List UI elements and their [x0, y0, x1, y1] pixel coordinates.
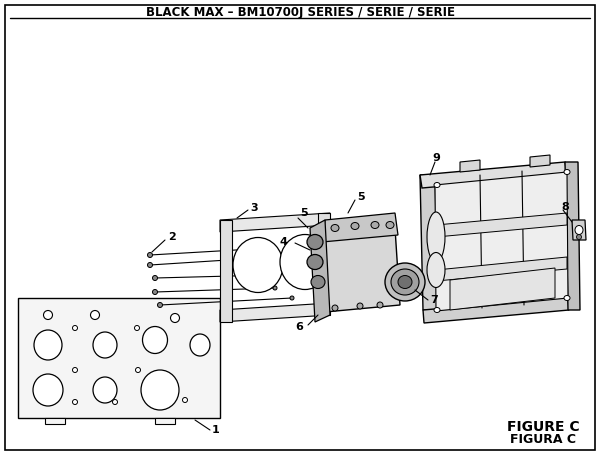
Ellipse shape [371, 222, 379, 228]
Ellipse shape [34, 330, 62, 360]
Ellipse shape [427, 212, 445, 262]
Ellipse shape [182, 398, 187, 403]
Text: FIGURE C: FIGURE C [506, 420, 580, 434]
Ellipse shape [73, 368, 77, 373]
Polygon shape [318, 213, 330, 315]
Ellipse shape [331, 224, 339, 232]
Ellipse shape [564, 295, 570, 300]
Polygon shape [572, 220, 586, 240]
Ellipse shape [434, 182, 440, 187]
Polygon shape [460, 160, 480, 172]
Ellipse shape [290, 296, 294, 300]
Polygon shape [320, 228, 400, 312]
Ellipse shape [152, 289, 157, 294]
Ellipse shape [136, 368, 140, 373]
Polygon shape [530, 155, 550, 167]
Polygon shape [436, 257, 567, 281]
Ellipse shape [385, 263, 425, 301]
Ellipse shape [152, 275, 157, 280]
Ellipse shape [564, 170, 570, 175]
Ellipse shape [170, 313, 179, 323]
Text: 3: 3 [250, 203, 257, 213]
Polygon shape [220, 303, 330, 322]
Ellipse shape [148, 263, 152, 268]
Polygon shape [420, 162, 567, 188]
Polygon shape [18, 298, 220, 418]
Ellipse shape [91, 310, 100, 319]
Ellipse shape [268, 246, 272, 250]
Ellipse shape [190, 334, 210, 356]
Polygon shape [322, 213, 398, 242]
Polygon shape [220, 213, 330, 232]
Ellipse shape [307, 234, 323, 249]
Ellipse shape [44, 310, 53, 319]
Polygon shape [155, 418, 175, 424]
Ellipse shape [33, 374, 63, 406]
Polygon shape [220, 220, 232, 322]
Ellipse shape [73, 399, 77, 404]
Ellipse shape [386, 222, 394, 228]
Polygon shape [310, 220, 330, 322]
Ellipse shape [143, 327, 167, 354]
Text: 5: 5 [300, 208, 308, 218]
Ellipse shape [157, 303, 163, 308]
Ellipse shape [273, 286, 277, 290]
Ellipse shape [93, 332, 117, 358]
Ellipse shape [357, 303, 363, 309]
Text: 2: 2 [168, 232, 176, 242]
Ellipse shape [377, 302, 383, 308]
Ellipse shape [148, 253, 152, 258]
Polygon shape [436, 213, 567, 237]
Text: 9: 9 [432, 153, 440, 163]
Ellipse shape [311, 275, 325, 288]
Text: 4: 4 [280, 237, 288, 247]
Ellipse shape [73, 325, 77, 330]
Text: 6: 6 [295, 322, 303, 332]
Text: 5: 5 [357, 192, 365, 202]
Ellipse shape [93, 377, 117, 403]
Polygon shape [435, 172, 568, 311]
Polygon shape [45, 418, 65, 424]
Ellipse shape [332, 305, 338, 311]
Ellipse shape [113, 399, 118, 404]
Ellipse shape [427, 253, 445, 288]
Ellipse shape [391, 269, 419, 295]
Polygon shape [565, 162, 580, 310]
Ellipse shape [307, 254, 323, 269]
Ellipse shape [141, 370, 179, 410]
Text: 1: 1 [212, 425, 220, 435]
Polygon shape [423, 297, 569, 323]
Ellipse shape [575, 226, 583, 234]
Ellipse shape [268, 273, 272, 277]
Ellipse shape [233, 238, 283, 293]
Ellipse shape [434, 308, 440, 313]
Polygon shape [420, 175, 438, 310]
Ellipse shape [288, 254, 292, 258]
Polygon shape [450, 268, 555, 310]
Text: FIGURA C: FIGURA C [510, 433, 576, 446]
Ellipse shape [577, 234, 581, 239]
Text: 8: 8 [561, 202, 569, 212]
Ellipse shape [351, 222, 359, 229]
Text: 7: 7 [430, 295, 438, 305]
Ellipse shape [280, 234, 330, 289]
Ellipse shape [398, 275, 412, 288]
Ellipse shape [134, 325, 139, 330]
Text: BLACK MAX – BM10700J SERIES / SÉRIE / SERIE: BLACK MAX – BM10700J SERIES / SÉRIE / SE… [146, 5, 455, 19]
